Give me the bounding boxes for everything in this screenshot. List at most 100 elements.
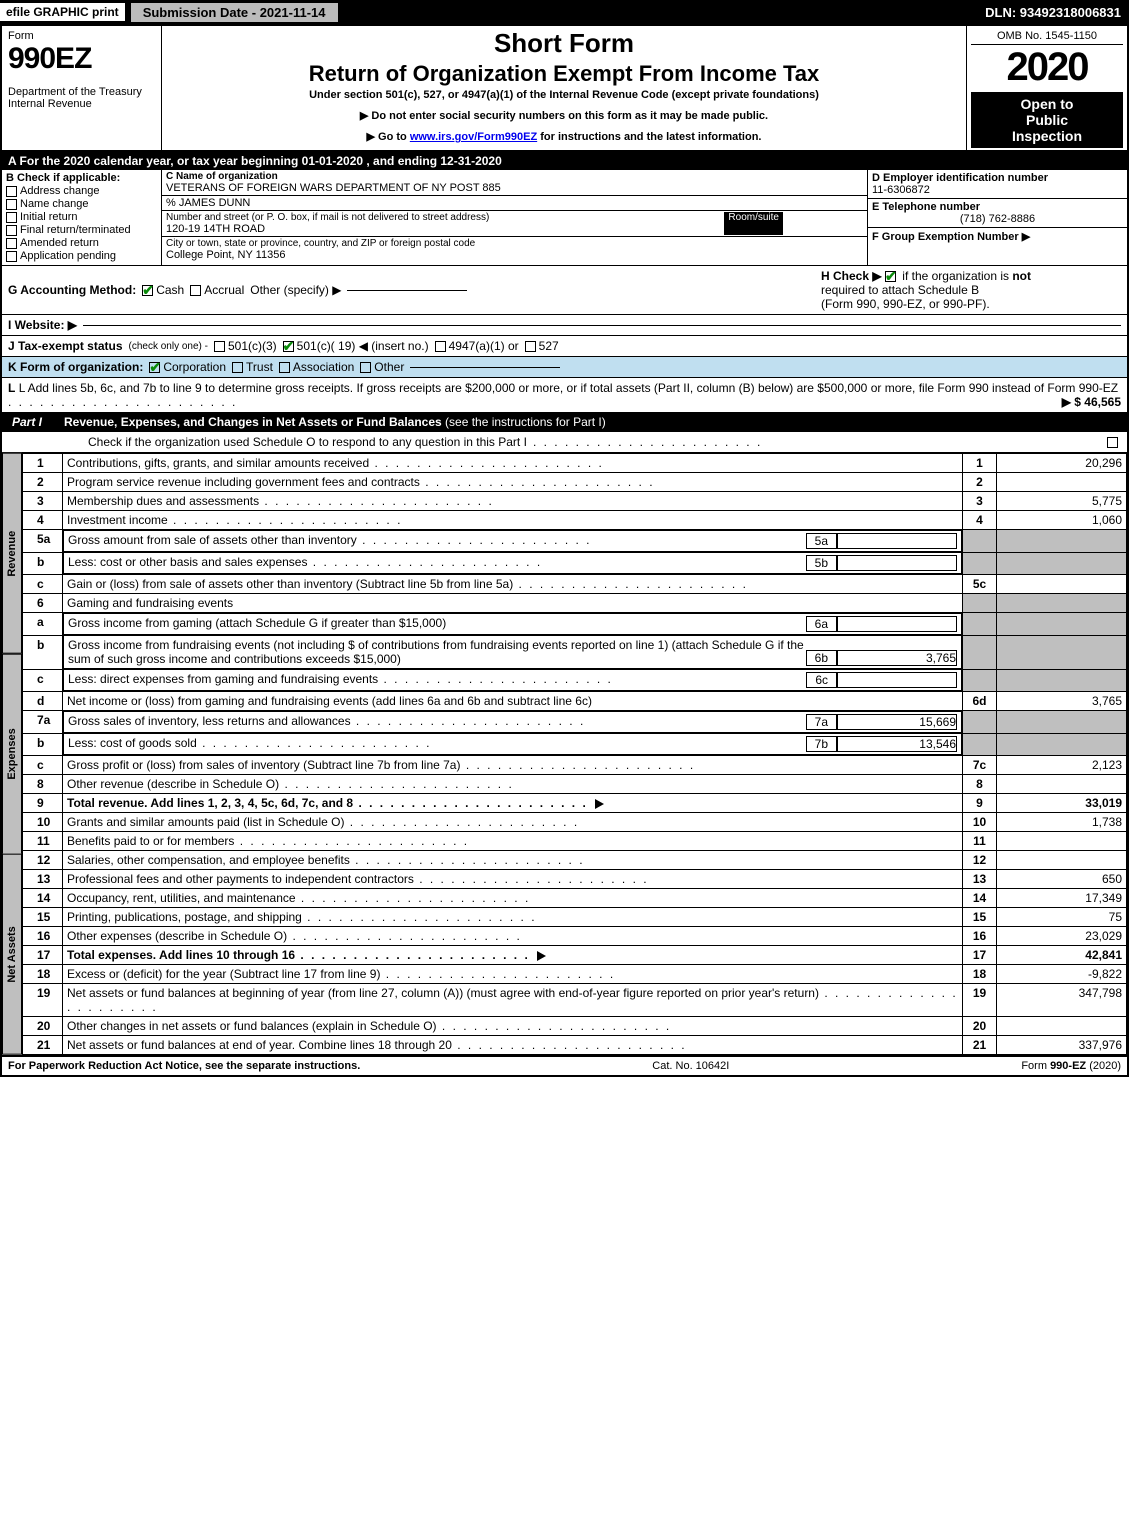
checkbox-initial-return[interactable]: Initial return [6, 211, 157, 223]
part-i-check-line: Check if the organization used Schedule … [2, 432, 1127, 453]
ein-label: D Employer identification number [872, 172, 1123, 184]
line-6c: cLess: direct expenses from gaming and f… [23, 669, 1127, 692]
checkbox-association[interactable]: Association [279, 360, 354, 374]
checkbox-trust[interactable]: Trust [232, 360, 273, 374]
line-2: 2Program service revenue including gover… [23, 473, 1127, 492]
checkbox-application-pending[interactable]: Application pending [6, 250, 157, 262]
part-i-header: Part I Revenue, Expenses, and Changes in… [2, 413, 1127, 432]
care-of: % JAMES DUNN [166, 197, 250, 209]
phone-label: E Telephone number [872, 201, 1123, 213]
short-form-title: Short Form [168, 28, 960, 59]
header-left: Form 990EZ Department of the TreasuryInt… [2, 26, 162, 150]
public-inspection-badge: Open toPublicInspection [971, 92, 1123, 148]
checkbox-cash[interactable]: Cash [142, 283, 184, 297]
top-bar: efile GRAPHIC print Submission Date - 20… [0, 0, 1129, 24]
row-k-form-org: K Form of organization: Corporation Trus… [2, 357, 1127, 378]
ein-value: 11-6306872 [872, 184, 1123, 196]
line-6d: dNet income or (loss) from gaming and fu… [23, 692, 1127, 711]
street-label: Number and street (or P. O. box, if mail… [166, 212, 724, 223]
footer-left: For Paperwork Reduction Act Notice, see … [8, 1060, 360, 1072]
side-labels: Revenue Expenses Net Assets [2, 453, 22, 1055]
checkbox-amended-return[interactable]: Amended return [6, 237, 157, 249]
accounting-method-label: G Accounting Method: [8, 283, 136, 297]
line-19: 19Net assets or fund balances at beginni… [23, 984, 1127, 1017]
line-11: 11Benefits paid to or for members11 [23, 832, 1127, 851]
line-6b: bGross income from fundraising events (n… [23, 635, 1127, 669]
line-1: 1Contributions, gifts, grants, and simil… [23, 454, 1127, 473]
side-expenses: Expenses [2, 654, 22, 855]
tax-year: 2020 [971, 45, 1123, 90]
form-container: Form 990EZ Department of the TreasuryInt… [0, 24, 1129, 1077]
checkbox-schedule-o-part-i[interactable] [1107, 437, 1118, 448]
line-21: 21Net assets or fund balances at end of … [23, 1036, 1127, 1055]
line-17: 17Total expenses. Add lines 10 through 1… [23, 946, 1127, 965]
form-number: 990EZ [8, 42, 155, 76]
under-section-text: Under section 501(c), 527, or 4947(a)(1)… [168, 89, 960, 101]
line-13: 13Professional fees and other payments t… [23, 870, 1127, 889]
checkbox-corporation[interactable]: Corporation [149, 360, 226, 374]
city-state-zip: College Point, NY 11356 [166, 249, 475, 261]
efile-label: efile GRAPHIC print [0, 3, 125, 21]
checkbox-final-return[interactable]: Final return/terminated [6, 224, 157, 236]
omb-number: OMB No. 1545-1150 [971, 28, 1123, 45]
line-14: 14Occupancy, rent, utilities, and mainte… [23, 889, 1127, 908]
room-suite-label: Room/suite [724, 212, 783, 235]
financial-table-wrap: Revenue Expenses Net Assets 1Contributio… [2, 453, 1127, 1055]
irs-link[interactable]: www.irs.gov/Form990EZ [410, 131, 537, 143]
entity-info-block: B Check if applicable: Address change Na… [2, 170, 1127, 266]
checkbox-501c[interactable]: 501(c)( 19) ◀ (insert no.) [283, 339, 429, 353]
return-title: Return of Organization Exempt From Incom… [168, 61, 960, 87]
line-9: 9Total revenue. Add lines 1, 2, 3, 4, 5c… [23, 794, 1127, 813]
phone-value: (718) 762-8886 [872, 213, 1123, 225]
header-center: Short Form Return of Organization Exempt… [162, 26, 967, 150]
other-specify: Other (specify) ▶ [250, 283, 341, 297]
header-right: OMB No. 1545-1150 2020 Open toPublicInsp… [967, 26, 1127, 150]
department-label: Department of the TreasuryInternal Reven… [8, 86, 155, 110]
org-name: VETERANS OF FOREIGN WARS DEPARTMENT OF N… [166, 182, 863, 194]
financial-table: 1Contributions, gifts, grants, and simil… [22, 453, 1127, 1055]
form-header: Form 990EZ Department of the TreasuryInt… [2, 26, 1127, 152]
checkbox-address-change[interactable]: Address change [6, 185, 157, 197]
checkbox-527[interactable]: 527 [525, 339, 559, 353]
row-j-tax-exempt: J Tax-exempt status (check only one) - 5… [2, 336, 1127, 357]
line-16: 16Other expenses (describe in Schedule O… [23, 927, 1127, 946]
arrow-icon [537, 951, 546, 961]
line-15: 15Printing, publications, postage, and s… [23, 908, 1127, 927]
goto-line: ▶ Go to www.irs.gov/Form990EZ for instru… [168, 130, 960, 143]
checkbox-other-org[interactable]: Other [360, 360, 404, 374]
submission-date-button[interactable]: Submission Date - 2021-11-14 [131, 3, 338, 22]
checkbox-501c3[interactable]: 501(c)(3) [214, 339, 277, 353]
line-20: 20Other changes in net assets or fund ba… [23, 1017, 1127, 1036]
city-label: City or town, state or province, country… [166, 238, 475, 249]
line-3: 3Membership dues and assessments35,775 [23, 492, 1127, 511]
side-revenue: Revenue [2, 453, 22, 654]
line-12: 12Salaries, other compensation, and empl… [23, 851, 1127, 870]
footer-form-ref: Form 990-EZ (2020) [1021, 1060, 1121, 1072]
checkbox-accrual[interactable]: Accrual [190, 283, 244, 297]
c-name-label: C Name of organization [166, 171, 863, 182]
line-6a: aGross income from gaming (attach Schedu… [23, 613, 1127, 636]
footer-cat-no: Cat. No. 10642I [652, 1060, 729, 1072]
checkbox-name-change[interactable]: Name change [6, 198, 157, 210]
page-footer: For Paperwork Reduction Act Notice, see … [2, 1055, 1127, 1075]
line-5a: 5aGross amount from sale of assets other… [23, 530, 1127, 553]
box-h: H Check ▶ if the organization is not req… [821, 269, 1121, 311]
line-7c: cGross profit or (loss) from sales of in… [23, 756, 1127, 775]
line-18: 18Excess or (deficit) for the year (Subt… [23, 965, 1127, 984]
line-6: 6Gaming and fundraising events [23, 594, 1127, 613]
street-address: 120-19 14TH ROAD [166, 223, 724, 235]
row-a-tax-year: A For the 2020 calendar year, or tax yea… [2, 152, 1127, 170]
box-b: B Check if applicable: Address change Na… [2, 170, 162, 265]
line-7b: bLess: cost of goods sold7b13,546 [23, 733, 1127, 756]
row-l-gross-receipts: L L Add lines 5b, 6c, and 7b to line 9 t… [2, 378, 1127, 413]
side-net-assets: Net Assets [2, 854, 22, 1055]
checkbox-schedule-b-not-required[interactable] [885, 271, 896, 282]
dln-label: DLN: 93492318006831 [985, 5, 1129, 20]
checkbox-4947[interactable]: 4947(a)(1) or [435, 339, 519, 353]
group-exemption-label: F Group Exemption Number ▶ [872, 230, 1123, 243]
box-d-e-f: D Employer identification number 11-6306… [867, 170, 1127, 265]
row-i-website: I Website: ▶ [2, 315, 1127, 336]
line-7a: 7aGross sales of inventory, less returns… [23, 711, 1127, 734]
ssn-warning: ▶ Do not enter social security numbers o… [168, 109, 960, 122]
line-4: 4Investment income41,060 [23, 511, 1127, 530]
